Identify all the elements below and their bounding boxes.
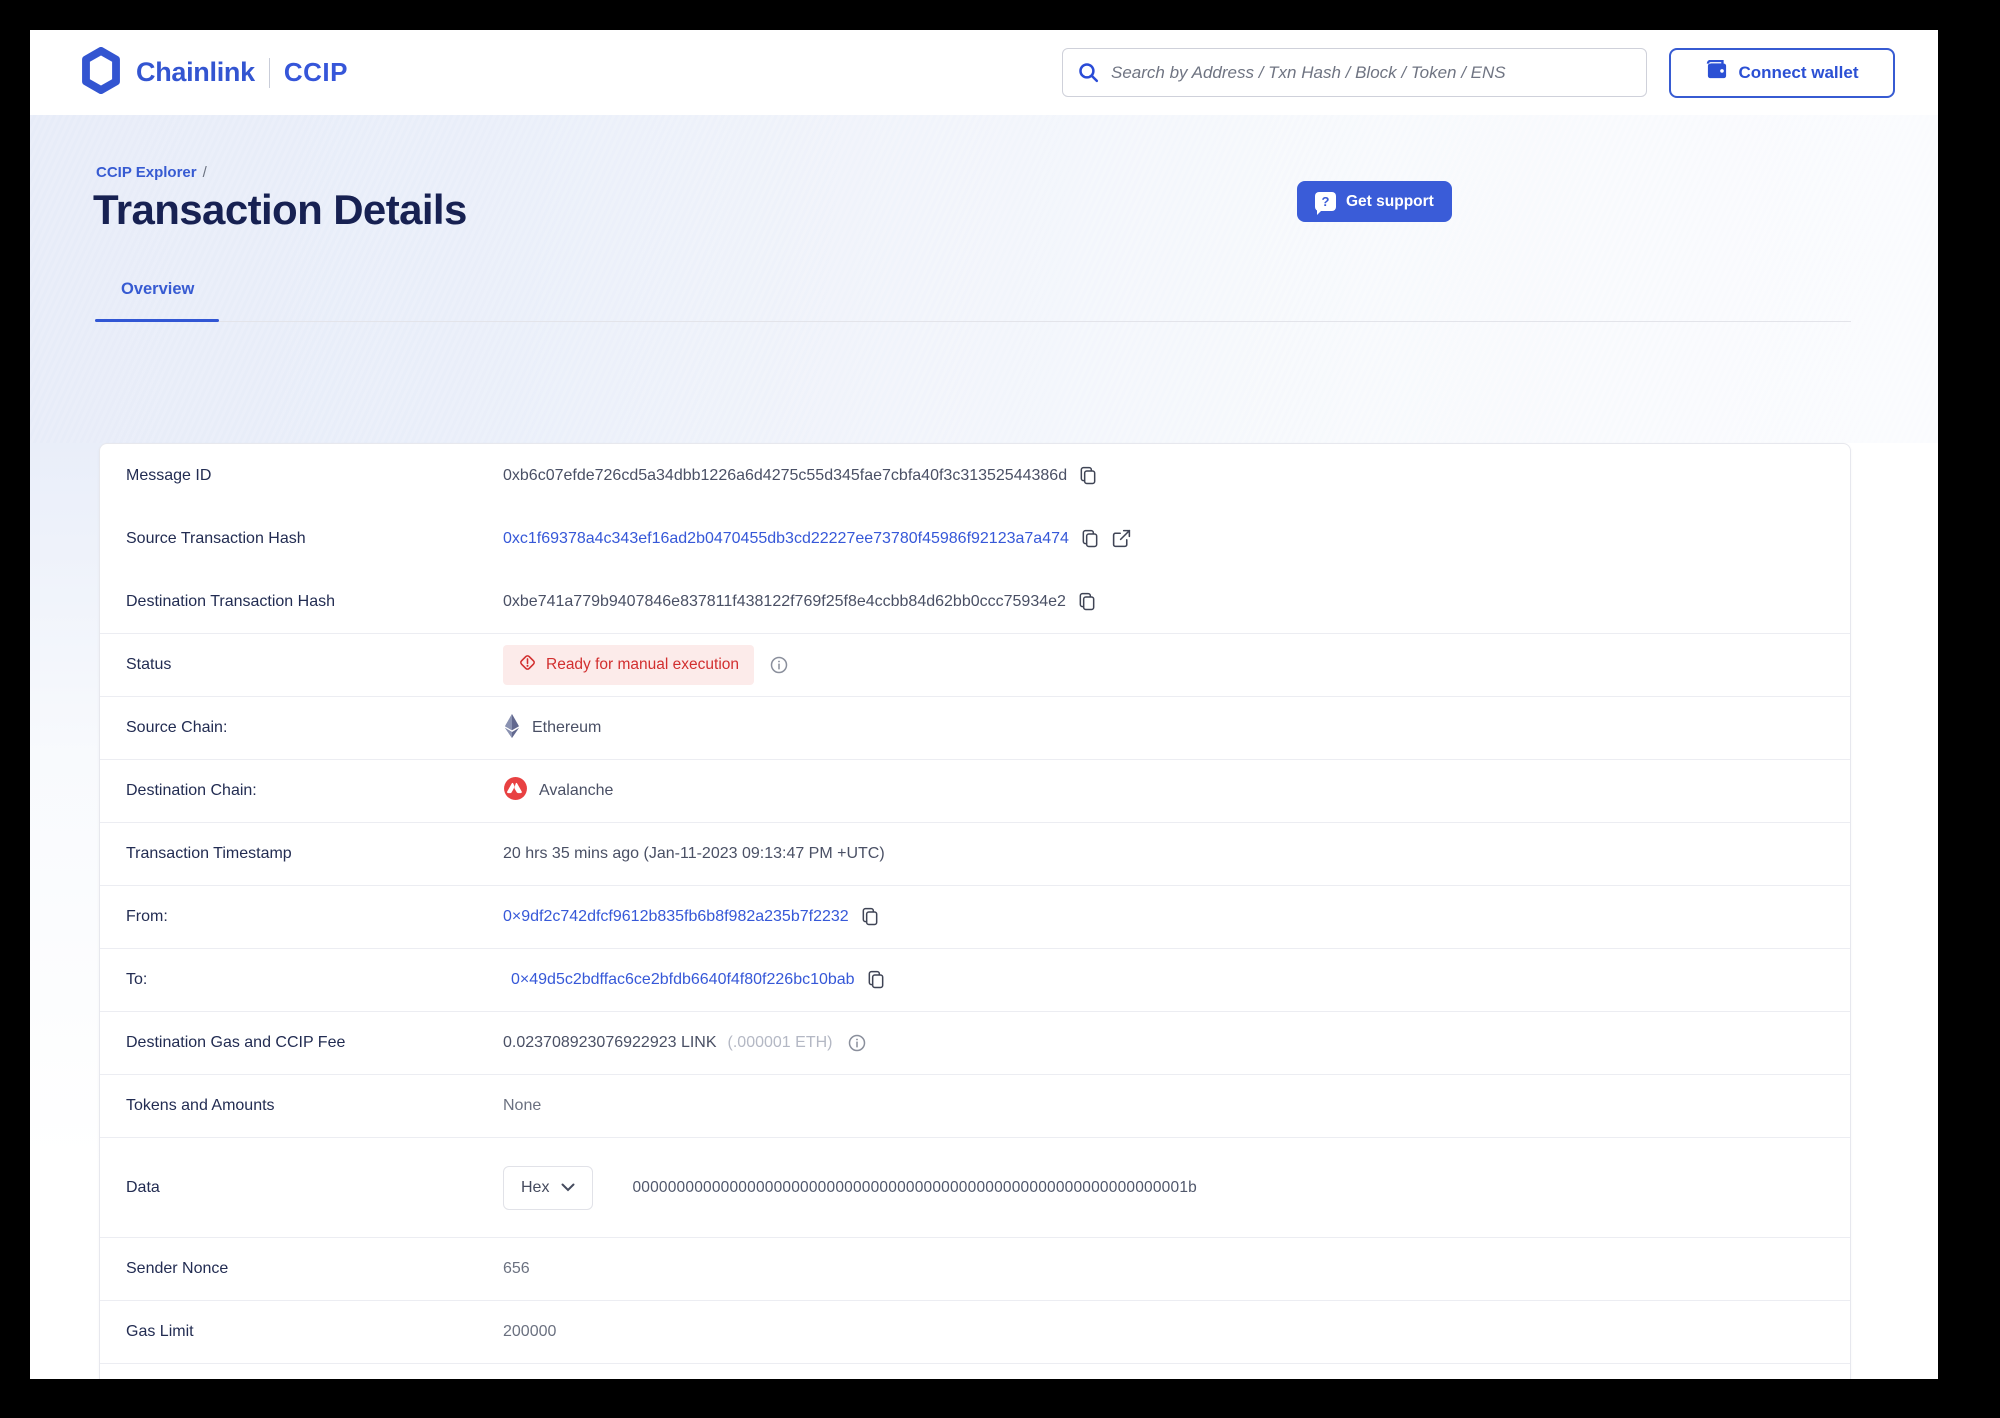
- row-label: Status: [126, 656, 172, 673]
- copy-icon[interactable]: [1077, 591, 1097, 613]
- row-label: Message ID: [126, 466, 212, 484]
- copy-icon[interactable]: [1078, 465, 1098, 487]
- page-title: Transaction Details: [93, 186, 467, 233]
- row-to-address: To: 0×49d5c2bdffac6ce2bfdb6640f4f80f226b…: [100, 948, 1850, 1011]
- data-hex-value: 0000000000000000000000000000000000000000…: [632, 1178, 1197, 1196]
- info-icon[interactable]: [769, 655, 789, 675]
- row-sender-nonce: Sender Nonce 656: [100, 1237, 1850, 1300]
- sender-nonce-value: 656: [503, 1260, 530, 1277]
- row-label: From:: [126, 908, 168, 925]
- row-label: Tokens and Amounts: [126, 1097, 275, 1114]
- row-destination-chain: Destination Chain: Avalanche: [100, 759, 1850, 822]
- row-destination-transaction-hash: Destination Transaction Hash 0xbe741a779…: [100, 570, 1850, 633]
- destination-tx-hash-value: 0xbe741a779b9407846e837811f438122f769f25…: [503, 592, 1066, 610]
- row-transaction-timestamp: Transaction Timestamp 20 hrs 35 mins ago…: [100, 822, 1850, 885]
- ethereum-logo-icon: [503, 713, 521, 744]
- row-message-id: Message ID 0xb6c07efde726cd5a34dbb1226a6…: [100, 444, 1850, 507]
- brand-name: Chainlink: [136, 57, 255, 87]
- row-label: Data: [126, 1178, 160, 1196]
- row-label: Source Transaction Hash: [126, 529, 306, 547]
- destination-chain-name: Avalanche: [539, 782, 614, 799]
- row-label: Destination Chain:: [126, 782, 257, 799]
- row-label: Destination Transaction Hash: [126, 592, 335, 610]
- avalanche-logo-icon: [503, 776, 528, 806]
- message-id-value: 0xb6c07efde726cd5a34dbb1226a6d4275c55d34…: [503, 466, 1068, 484]
- tab-bar: Overview: [95, 280, 194, 299]
- chainlink-hexagon-icon: [80, 46, 122, 99]
- row-label: Destination Gas and CCIP Fee: [126, 1034, 346, 1051]
- row-gas-limit: Gas Limit 200000: [100, 1300, 1850, 1363]
- header-actions: Connect wallet: [1062, 47, 1895, 98]
- brand-divider: [268, 57, 270, 88]
- brand-lockup[interactable]: Chainlink CCIP: [80, 46, 348, 99]
- get-support-button[interactable]: ? Get support: [1297, 181, 1452, 222]
- question-bubble-icon: ?: [1315, 192, 1336, 215]
- copy-icon[interactable]: [860, 906, 880, 928]
- row-label: Source Chain:: [126, 719, 228, 736]
- tab-bar-divider: [95, 321, 1851, 322]
- active-tab-indicator: [95, 319, 219, 322]
- row-tokens-and-amounts: Tokens and Amounts None: [100, 1074, 1850, 1137]
- row-status: Status Ready for manual execution: [100, 633, 1850, 696]
- transaction-details-card: Message ID 0xb6c07efde726cd5a34dbb1226a6…: [99, 443, 1851, 1379]
- chevron-down-icon: [561, 1179, 575, 1197]
- row-destination-gas-fee: Destination Gas and CCIP Fee 0.023708923…: [100, 1011, 1850, 1074]
- status-text: Ready for manual execution: [546, 656, 740, 673]
- hero-background: [30, 115, 1938, 443]
- tokens-value: None: [503, 1097, 542, 1114]
- external-link-icon[interactable]: [1111, 528, 1132, 549]
- search-container: [1062, 48, 1647, 97]
- breadcrumb-link-ccip-explorer[interactable]: CCIP Explorer: [96, 164, 197, 181]
- row-partial-clipped: [100, 1363, 1850, 1379]
- tab-overview[interactable]: Overview: [121, 280, 195, 298]
- row-source-transaction-hash: Source Transaction Hash 0xc1f69378a4c343…: [100, 507, 1850, 570]
- info-icon[interactable]: [847, 1033, 867, 1053]
- row-data: Data Hex 0000000000000000000000000000000…: [100, 1137, 1850, 1237]
- status-warning-icon: [518, 653, 537, 677]
- connect-wallet-label: Connect wallet: [1738, 62, 1859, 82]
- get-support-label: Get support: [1346, 192, 1434, 210]
- source-chain-name: Ethereum: [532, 719, 602, 736]
- fee-eth-amount: (.000001 ETH): [727, 1034, 833, 1051]
- data-format-dropdown[interactable]: Hex: [503, 1165, 594, 1210]
- to-address-link[interactable]: 0×49d5c2bdffac6ce2bfdb6640f4f80f226bc10b…: [511, 971, 855, 988]
- from-address-link[interactable]: 0×9df2c742dfcf9612b835fb6b8f982a235b7f22…: [503, 908, 849, 925]
- breadcrumb-separator: /: [202, 164, 207, 181]
- gas-limit-value: 200000: [503, 1323, 557, 1340]
- copy-icon[interactable]: [1080, 528, 1100, 550]
- status-badge: Ready for manual execution: [503, 645, 755, 685]
- top-navigation-bar: Chainlink CCIP: [30, 30, 1938, 115]
- row-source-chain: Source Chain: Ethereum: [100, 696, 1850, 759]
- data-format-selected: Hex: [521, 1178, 550, 1196]
- copy-icon[interactable]: [866, 969, 886, 991]
- row-label: Gas Limit: [126, 1323, 194, 1340]
- row-label: To:: [126, 971, 148, 988]
- row-label: Sender Nonce: [126, 1260, 229, 1277]
- row-label: Transaction Timestamp: [126, 845, 292, 862]
- row-from-address: From: 0×9df2c742dfcf9612b835fb6b8f982a23…: [100, 885, 1850, 948]
- search-icon: [1076, 60, 1101, 90]
- product-name: CCIP: [283, 57, 348, 87]
- page-frame: Chainlink CCIP: [30, 30, 1938, 1379]
- search-input[interactable]: [1062, 48, 1647, 97]
- timestamp-value: 20 hrs 35 mins ago (Jan-11-2023 09:13:47…: [503, 845, 885, 862]
- source-tx-hash-link[interactable]: 0xc1f69378a4c343ef16ad2b0470455db3cd2222…: [503, 529, 1069, 547]
- wallet-icon: [1706, 59, 1728, 85]
- breadcrumb: CCIP Explorer /: [96, 164, 207, 181]
- connect-wallet-button[interactable]: Connect wallet: [1669, 47, 1895, 98]
- fee-link-amount: 0.023708923076922923 LINK: [503, 1034, 717, 1051]
